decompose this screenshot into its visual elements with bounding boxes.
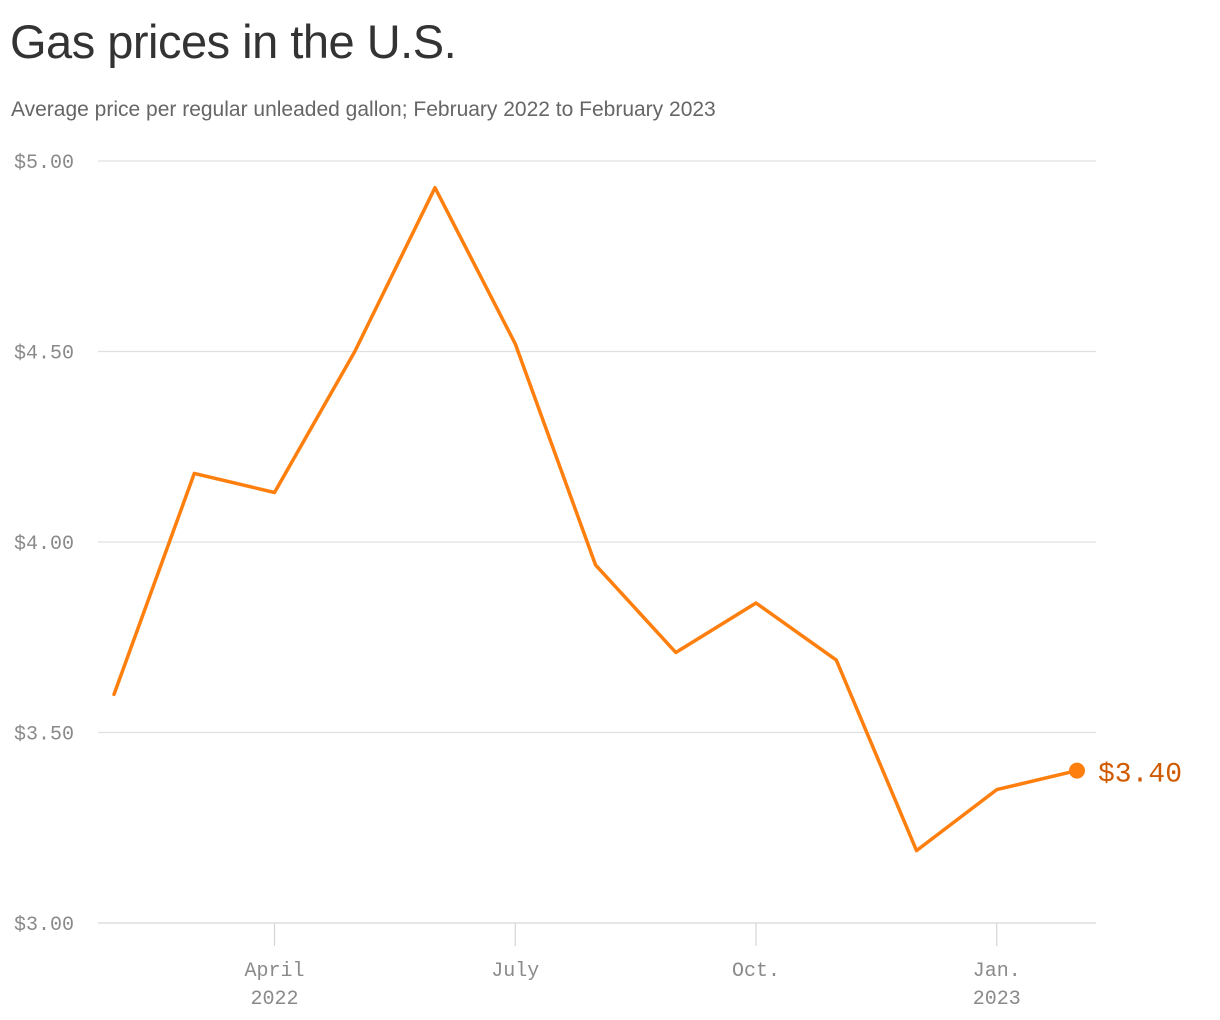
y-tick-label: $4.50	[14, 343, 74, 366]
gridlines: $5.00 $4.50 $4.00 $3.50 $3.00	[14, 152, 1096, 937]
x-tick-label: July	[491, 960, 539, 983]
end-value-label: $3.40	[1098, 760, 1182, 791]
x-tick-label: Oct.	[732, 960, 780, 983]
y-tick-label: $5.00	[14, 152, 74, 175]
x-tick-sublabel: 2022	[250, 988, 298, 1011]
series-group	[112, 185, 1085, 853]
chart-title: Gas prices in the U.S.	[10, 15, 457, 68]
y-tick-label: $3.00	[14, 914, 74, 937]
series-line	[112, 185, 1079, 853]
data-labels: $3.40	[1098, 760, 1182, 791]
chart-subtitle: Average price per regular unleaded gallo…	[11, 98, 716, 121]
x-tick-sublabel: 2023	[973, 988, 1021, 1011]
y-tick-label: $4.00	[14, 533, 74, 556]
x-axis: April 2022 July Oct. Jan. 2023	[244, 923, 1021, 1011]
x-tick-label: Jan.	[973, 960, 1021, 983]
y-tick-label: $3.50	[14, 724, 74, 747]
x-tick-label: April	[244, 960, 304, 983]
end-point-marker	[1069, 762, 1085, 779]
